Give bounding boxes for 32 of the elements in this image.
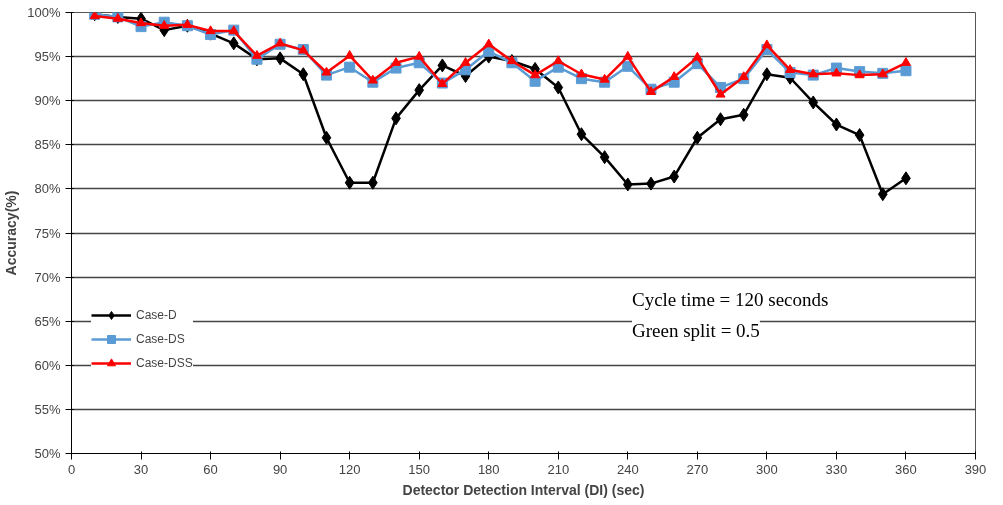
legend-label: Case-DSS <box>136 356 193 370</box>
y-axis-title: Accuracy(%) <box>3 190 20 276</box>
x-tick-label: 30 <box>133 461 149 477</box>
x-tick-label: 270 <box>686 461 709 477</box>
x-tick-label: 60 <box>203 461 218 477</box>
y-tick-label: 65% <box>34 313 61 329</box>
y-tick-label: 75% <box>34 225 61 241</box>
y-tick-label: 85% <box>34 137 61 153</box>
legend-label: Case-DS <box>136 332 185 346</box>
x-tick-label: 0 <box>67 461 76 477</box>
x-tick-label: 90 <box>272 461 288 477</box>
y-tick-label: 70% <box>34 269 61 285</box>
x-tick-label: 360 <box>895 461 917 477</box>
annotation: Green split = 0.5 <box>631 319 760 341</box>
y-tick-label: 55% <box>34 401 61 417</box>
y-tick-label: 90% <box>34 93 61 109</box>
y-tick-label: 50% <box>34 446 61 461</box>
annotation: Cycle time = 120 seconds <box>631 288 829 310</box>
legend-label: Case-D <box>136 308 177 322</box>
y-tick-label: 100% <box>27 5 61 20</box>
x-tick-label: 390 <box>964 461 987 477</box>
x-tick-label: 120 <box>338 461 361 477</box>
x-tick-label: 210 <box>547 461 570 477</box>
y-tick-label: 60% <box>34 357 61 373</box>
x-tick-label: 150 <box>408 461 431 477</box>
y-tick-label: 95% <box>34 49 61 65</box>
x-tick-label: 180 <box>477 461 500 477</box>
x-axis-title: Detector Detection Interval (DI) (sec) <box>402 481 645 498</box>
x-tick-label: 240 <box>616 461 639 477</box>
y-tick-label: 80% <box>34 181 61 197</box>
x-tick-label: 300 <box>756 461 778 477</box>
x-tick-label: 330 <box>825 461 848 477</box>
